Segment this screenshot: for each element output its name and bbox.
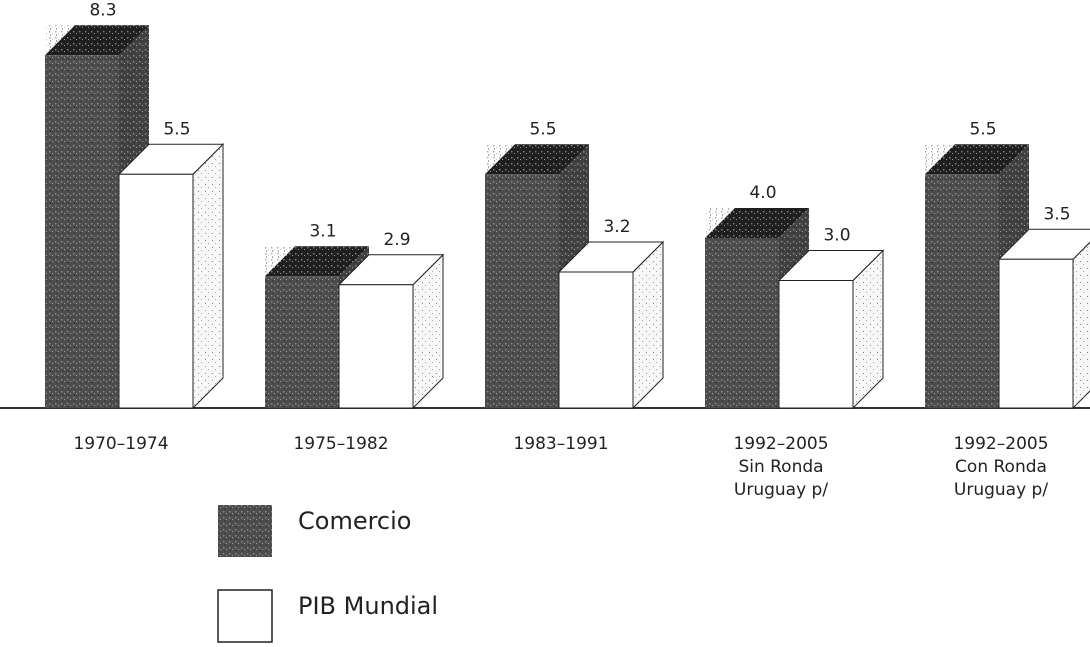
bar-side-texture (853, 250, 883, 408)
value-label: 5.5 (163, 119, 190, 139)
value-label: 8.3 (89, 0, 116, 20)
legend-label: Comercio (298, 507, 411, 535)
value-label: 4.0 (749, 183, 776, 203)
value-label: 2.9 (383, 230, 410, 250)
value-label: 3.5 (1043, 204, 1070, 224)
x-tick-label: 1992–2005 Sin Ronda Uruguay p/ (733, 434, 828, 500)
bar-side-texture (413, 254, 443, 408)
x-tick-label: 1970–1974 (73, 434, 168, 454)
value-label: 3.0 (823, 226, 850, 246)
bar (118, 173, 194, 409)
bar (338, 284, 414, 409)
bar (778, 280, 854, 409)
legend-swatch-texture (218, 505, 272, 557)
bar-side-texture (1073, 242, 1090, 408)
x-tick-label: 1975–1982 (293, 434, 388, 454)
bar (998, 258, 1074, 409)
legend-label: PIB Mundial (298, 592, 438, 620)
bar-side-texture (633, 242, 663, 408)
x-tick-label: 1992–2005 Con Ronda Uruguay p/ (953, 434, 1048, 500)
legend-swatch (217, 589, 273, 643)
x-tick-label: 1983–1991 (513, 434, 608, 454)
bar (558, 271, 634, 409)
value-label: 3.1 (309, 221, 336, 241)
bar-side-texture (193, 144, 223, 408)
value-label: 3.2 (603, 217, 630, 237)
value-label: 5.5 (529, 119, 556, 139)
value-label: 5.5 (969, 119, 996, 139)
